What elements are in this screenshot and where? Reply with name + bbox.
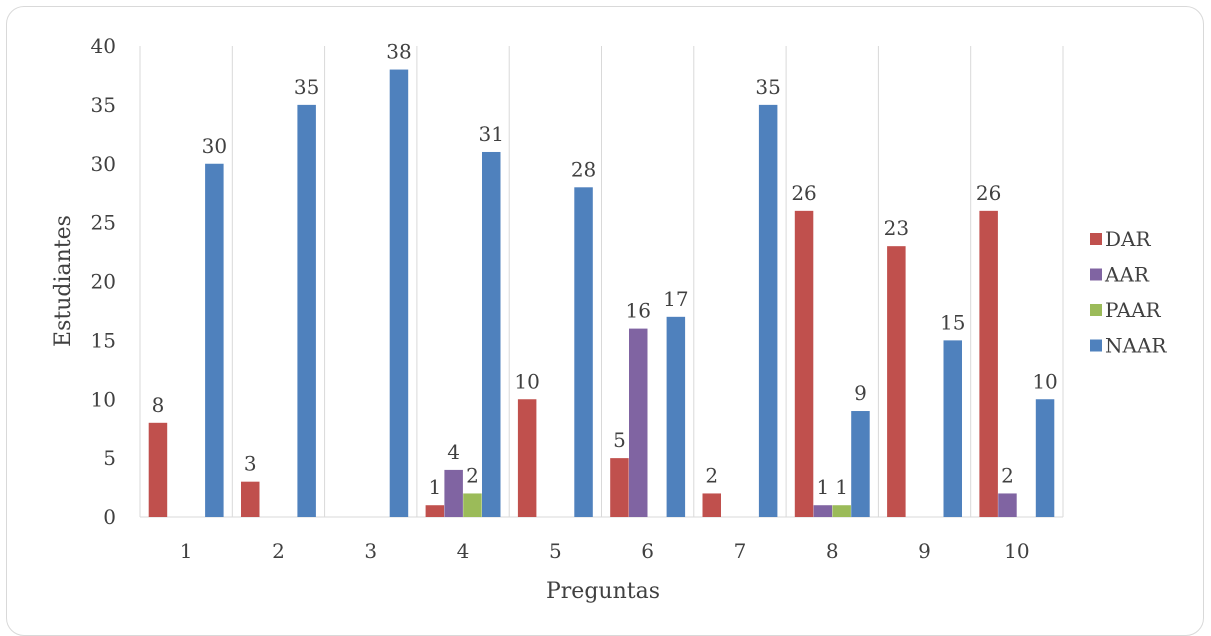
bar-naar-q4	[482, 151, 501, 517]
x-tick-label: 8	[826, 539, 839, 563]
legend-label-aar: AAR	[1104, 263, 1150, 287]
data-label-paar-q4: 2	[466, 463, 479, 487]
y-tick-label: 25	[91, 211, 116, 235]
x-tick-label: 10	[1004, 539, 1029, 563]
gridlines	[139, 46, 1064, 518]
legend: DAR AAR PAAR NAAR	[1090, 227, 1167, 358]
bar-paar-q4	[463, 493, 482, 517]
bar-dar-q10	[979, 210, 998, 517]
legend-label-paar: PAAR	[1105, 298, 1162, 322]
data-label-naar-q10: 10	[1032, 369, 1057, 393]
bar-naar-q7	[758, 104, 778, 517]
legend-swatch-aar	[1090, 268, 1102, 281]
bar-dar-q8	[794, 210, 814, 517]
bar-dar-q9	[887, 246, 906, 518]
x-tick-label: 4	[457, 539, 470, 563]
data-label-dar-q1: 8	[152, 393, 165, 417]
y-tick-label: 40	[91, 34, 116, 58]
bars	[148, 69, 1055, 518]
bar-aar-q8	[813, 505, 833, 517]
legend-label-naar: NAAR	[1105, 334, 1167, 358]
data-label-naar-q3: 38	[386, 40, 411, 64]
legend-label-dar: DAR	[1105, 227, 1151, 251]
legend-swatch-dar	[1090, 233, 1102, 245]
bar-dar-q6	[610, 458, 629, 517]
data-label-naar-q5: 28	[571, 157, 596, 181]
y-axis-ticks: 0 5 10 15 20 25 30 35 40	[91, 34, 116, 529]
data-label-dar-q10: 26	[976, 181, 1001, 205]
x-tick-label: 1	[180, 539, 193, 563]
x-tick-label: 2	[272, 539, 285, 563]
data-label-dar-q7: 2	[705, 463, 718, 487]
data-label-dar-q6: 5	[613, 428, 626, 452]
y-tick-label: 10	[91, 387, 116, 411]
x-axis-title: Preguntas	[546, 579, 660, 604]
x-tick-label: 6	[641, 539, 654, 563]
data-label-naar-q2: 35	[294, 75, 319, 99]
bar-aar-q6	[629, 328, 648, 517]
x-tick-label: 5	[549, 539, 562, 563]
bar-naar-q3	[389, 69, 409, 518]
bar-naar-q1	[205, 163, 224, 517]
y-tick-label: 35	[91, 93, 116, 117]
data-label-paar-q8: 1	[835, 475, 848, 499]
data-label-dar-q8: 26	[791, 181, 816, 205]
data-label-naar-q4: 31	[479, 122, 504, 146]
data-label-dar-q4: 1	[428, 475, 441, 499]
data-label-dar-q9: 23	[884, 216, 909, 240]
bar-naar-q6	[666, 316, 686, 517]
data-label-naar-q7: 35	[755, 75, 780, 99]
bar-aar-q10	[998, 493, 1017, 517]
legend-swatch-paar	[1090, 304, 1102, 316]
data-label-aar-q8: 1	[816, 475, 829, 499]
data-label-naar-q1: 30	[202, 134, 227, 158]
y-tick-label: 30	[91, 152, 116, 176]
bar-naar-q8	[851, 411, 870, 517]
x-tick-label: 9	[918, 539, 931, 563]
y-tick-label: 5	[103, 446, 116, 470]
data-label-aar-q6: 16	[626, 299, 651, 323]
data-label-naar-q6: 17	[663, 287, 688, 311]
x-axis-ticks: 1 2 3 4 5 6 7 8 9 10	[180, 539, 1030, 563]
data-label-aar-q10: 2	[1001, 463, 1014, 487]
bar-dar-q1	[148, 422, 168, 517]
bar-dar-q5	[517, 399, 537, 517]
x-tick-label: 7	[734, 539, 747, 563]
bar-naar-q10	[1035, 399, 1055, 517]
data-label-aar-q4: 4	[447, 440, 460, 464]
y-tick-label: 0	[103, 505, 116, 529]
bar-dar-q4	[425, 505, 445, 517]
x-tick-label: 3	[364, 539, 377, 563]
bar-naar-q9	[943, 340, 962, 517]
data-label-naar-q8: 9	[854, 381, 867, 405]
y-tick-label: 15	[91, 328, 116, 352]
legend-swatch-naar	[1090, 339, 1102, 352]
data-label-naar-q9: 15	[940, 310, 965, 334]
bar-naar-q2	[297, 104, 316, 517]
bar-dar-q2	[241, 481, 260, 517]
y-axis-title: Estudiantes	[51, 215, 76, 347]
y-tick-label: 20	[91, 270, 116, 294]
data-label-dar-q5: 10	[514, 369, 539, 393]
data-label-dar-q2: 3	[244, 452, 257, 476]
bar-naar-q5	[574, 187, 593, 518]
bar-aar-q4	[444, 469, 463, 517]
bar-paar-q8	[832, 505, 851, 517]
bar-dar-q7	[702, 493, 721, 517]
